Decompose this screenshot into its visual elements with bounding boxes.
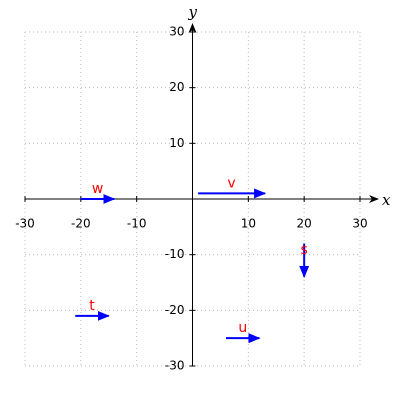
y-tick-label: -20	[165, 303, 185, 317]
x-tick-label: 30	[352, 217, 367, 231]
y-tick-label: 20	[169, 80, 184, 94]
y-tick-label: 10	[169, 136, 184, 150]
y-tick-label: -30	[165, 359, 185, 373]
x-tick-label: -30	[15, 217, 35, 231]
x-tick-label: -20	[71, 217, 91, 231]
vector-label: t	[89, 298, 95, 314]
y-axis-label: y	[188, 3, 198, 21]
x-axis-label: x	[382, 191, 391, 209]
axes: -30 -20 -10 10 20 30 -30 -20 -10 10 20 30 x y	[15, 3, 391, 373]
x-tick-label: 20	[297, 217, 312, 231]
vector-label: w	[92, 181, 103, 197]
vector-label: s	[301, 242, 308, 258]
y-tick-label: -10	[165, 247, 185, 261]
x-tick-label: 10	[241, 217, 256, 231]
vector-label: v	[227, 175, 235, 191]
y-tick-label: 30	[169, 25, 184, 39]
x-tick-label: -10	[127, 217, 147, 231]
vector-label: u	[238, 320, 247, 336]
marks: w v s t u	[75, 175, 310, 344]
